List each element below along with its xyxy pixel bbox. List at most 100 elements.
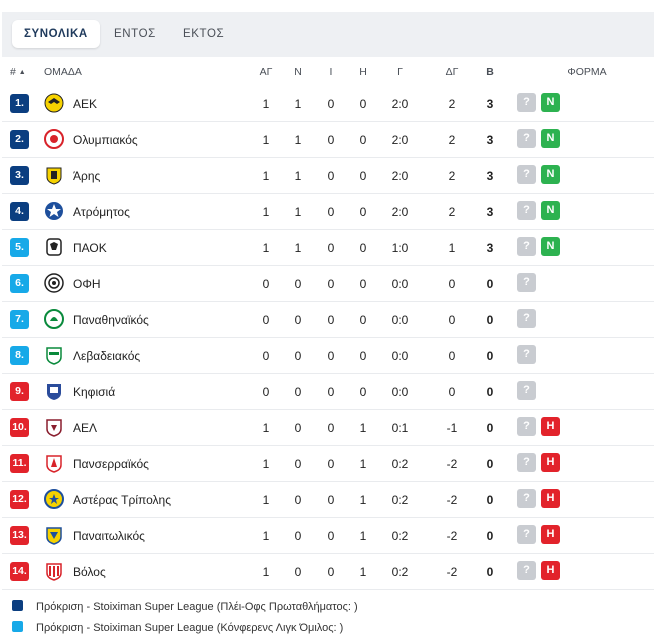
table-header: # ▲ ΟΜΑΔΑ ΑΓ Ν Ι Η Γ ΔΓ Β ΦΟΡΜΑ xyxy=(2,60,654,86)
goal-diff-cell: -2 xyxy=(446,565,458,579)
draws-cell: 0 xyxy=(327,457,335,471)
form-upcoming-badge[interactable]: ? xyxy=(517,345,536,364)
team-name[interactable]: ΠΑΟΚ xyxy=(73,241,107,255)
points-cell: 0 xyxy=(486,277,494,291)
team-name[interactable]: Κηφισιά xyxy=(73,385,116,399)
form-win-badge[interactable]: N xyxy=(541,237,560,256)
legend-item: Πρόκριση - Stoiximan Super League (Κόνφε… xyxy=(12,621,343,634)
legend-item: Πρόκριση - Stoiximan Super League (Πλέι-… xyxy=(12,600,358,613)
form-upcoming-badge[interactable]: ? xyxy=(517,165,536,184)
draws-cell: 0 xyxy=(327,313,335,327)
form-upcoming-badge[interactable]: ? xyxy=(517,129,536,148)
table-row[interactable]: 3. Άρης 1 1 0 0 2:0 2 3? N xyxy=(2,158,654,194)
team-name[interactable]: ΑΕΛ xyxy=(73,421,98,435)
table-row[interactable]: 12. Αστέρας Τρίπολης 1 0 0 1 0:2 -2 0? H xyxy=(2,482,654,518)
header-win: Ν xyxy=(294,66,302,78)
form-loss-badge[interactable]: H xyxy=(541,561,560,580)
rank-badge: 9. xyxy=(10,382,29,401)
played-cell: 1 xyxy=(262,133,270,147)
form-upcoming-badge[interactable]: ? xyxy=(517,453,536,472)
played-cell: 1 xyxy=(262,241,270,255)
table-row[interactable]: 9. Κηφισιά 0 0 0 0 0:0 0 0? xyxy=(2,374,654,410)
draws-cell: 0 xyxy=(327,133,335,147)
points-cell: 3 xyxy=(486,97,494,111)
form-upcoming-badge[interactable]: ? xyxy=(517,93,536,112)
team-name[interactable]: Ατρόμητος xyxy=(73,205,130,219)
tab-home[interactable]: ΕΝΤΟΣ xyxy=(114,28,156,40)
form-win-badge[interactable]: N xyxy=(541,93,560,112)
goals-cell: 2:0 xyxy=(391,205,409,219)
form-loss-badge[interactable]: H xyxy=(541,489,560,508)
team-name[interactable]: Λεβαδειακός xyxy=(73,349,141,363)
form-upcoming-badge[interactable]: ? xyxy=(517,237,536,256)
draws-cell: 0 xyxy=(327,169,335,183)
wins-cell: 1 xyxy=(294,169,302,183)
form-loss-badge[interactable]: H xyxy=(541,417,560,436)
table-row[interactable]: 6. ΟΦΗ 0 0 0 0 0:0 0 0? xyxy=(2,266,654,302)
form-upcoming-badge[interactable]: ? xyxy=(517,273,536,292)
form-upcoming-badge[interactable]: ? xyxy=(517,561,536,580)
form-loss-badge[interactable]: H xyxy=(541,453,560,472)
form-win-badge[interactable]: N xyxy=(541,129,560,148)
team-name[interactable]: ΟΦΗ xyxy=(73,277,101,291)
table-row[interactable]: 11. Πανσερραϊκός 1 0 0 1 0:2 -2 0? H xyxy=(2,446,654,482)
team-name[interactable]: Ολυμπιακός xyxy=(73,133,138,147)
form-loss-badge[interactable]: H xyxy=(541,525,560,544)
draws-cell: 0 xyxy=(327,421,335,435)
asteras-crest-icon xyxy=(44,489,64,509)
losses-cell: 0 xyxy=(359,133,367,147)
form-upcoming-badge[interactable]: ? xyxy=(517,381,536,400)
points-cell: 3 xyxy=(486,169,494,183)
wins-cell: 0 xyxy=(294,277,302,291)
wins-cell: 0 xyxy=(294,493,302,507)
goals-cell: 0:2 xyxy=(391,457,409,471)
rank-badge: 2. xyxy=(10,130,29,149)
rank-badge: 6. xyxy=(10,274,29,293)
losses-cell: 0 xyxy=(359,277,367,291)
rank-badge: 7. xyxy=(10,310,29,329)
draws-cell: 0 xyxy=(327,493,335,507)
form-upcoming-badge[interactable]: ? xyxy=(517,489,536,508)
team-name[interactable]: Παναθηναϊκός xyxy=(73,313,149,327)
team-name[interactable]: Βόλος xyxy=(73,565,106,579)
points-cell: 3 xyxy=(486,205,494,219)
table-row[interactable]: 5. ΠΑΟΚ 1 1 0 0 1:0 1 3? N xyxy=(2,230,654,266)
team-name[interactable]: Παναιτωλικός xyxy=(73,529,145,543)
tab-overall[interactable]: ΣΥΝΟΛΙΚΑ xyxy=(12,20,100,48)
team-name[interactable]: Πανσερραϊκός xyxy=(73,457,149,471)
form-upcoming-badge[interactable]: ? xyxy=(517,525,536,544)
header-draw: Ι xyxy=(329,66,333,78)
table-row[interactable]: 13. Παναιτωλικός 1 0 0 1 0:2 -2 0? H xyxy=(2,518,654,554)
team-name[interactable]: ΑΕΚ xyxy=(73,97,98,111)
form-win-badge[interactable]: N xyxy=(541,165,560,184)
ael-crest-icon xyxy=(44,417,64,437)
table-row[interactable]: 2. Ολυμπιακός 1 1 0 0 2:0 2 3? N xyxy=(2,122,654,158)
tab-away[interactable]: ΕΚΤΟΣ xyxy=(183,28,225,40)
played-cell: 0 xyxy=(262,313,270,327)
legend-swatch xyxy=(12,621,23,632)
atromitos-crest-icon xyxy=(44,201,64,221)
losses-cell: 0 xyxy=(359,241,367,255)
team-name[interactable]: Άρης xyxy=(73,169,101,183)
losses-cell: 1 xyxy=(359,565,367,579)
form-upcoming-badge[interactable]: ? xyxy=(517,309,536,328)
volos-crest-icon xyxy=(44,561,64,581)
header-goals: Γ xyxy=(397,66,403,78)
table-row[interactable]: 14. Βόλος 1 0 0 1 0:2 -2 0? H xyxy=(2,554,654,590)
team-name[interactable]: Αστέρας Τρίπολης xyxy=(73,493,171,507)
wins-cell: 0 xyxy=(294,385,302,399)
table-row[interactable]: 8. Λεβαδειακός 0 0 0 0 0:0 0 0? xyxy=(2,338,654,374)
aris-crest-icon xyxy=(44,165,64,185)
form-upcoming-badge[interactable]: ? xyxy=(517,417,536,436)
losses-cell: 1 xyxy=(359,529,367,543)
table-row[interactable]: 7. Παναθηναϊκός 0 0 0 0 0:0 0 0? xyxy=(2,302,654,338)
table-row[interactable]: 1. ΑΕΚ 1 1 0 0 2:0 2 3? N xyxy=(2,86,654,122)
wins-cell: 0 xyxy=(294,565,302,579)
header-rank[interactable]: # ▲ xyxy=(10,66,26,78)
table-row[interactable]: 4. Ατρόμητος 1 1 0 0 2:0 2 3? N xyxy=(2,194,654,230)
form-upcoming-badge[interactable]: ? xyxy=(517,201,536,220)
legend-text: Πρόκριση - Stoiximan Super League (Κόνφε… xyxy=(36,622,344,634)
form-win-badge[interactable]: N xyxy=(541,201,560,220)
table-row[interactable]: 10. ΑΕΛ 1 0 0 1 0:1 -1 0? H xyxy=(2,410,654,446)
rank-badge: 12. xyxy=(10,490,29,509)
